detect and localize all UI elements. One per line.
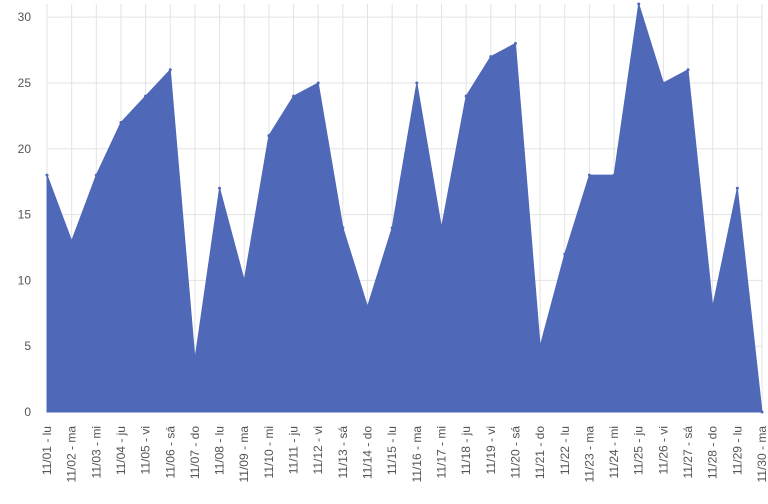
data-point bbox=[218, 186, 222, 190]
x-tick-label: 11/28 - do bbox=[706, 426, 720, 479]
data-point bbox=[316, 81, 320, 85]
x-tick-label: 11/03 - mi bbox=[89, 426, 103, 478]
data-point bbox=[563, 252, 567, 256]
data-point bbox=[760, 410, 764, 414]
x-tick-label: 11/13 - sá bbox=[336, 426, 350, 479]
x-tick-label: 11/02 - ma bbox=[65, 426, 79, 483]
x-tick-label: 11/23 - ma bbox=[582, 426, 596, 483]
data-point bbox=[637, 2, 641, 6]
x-tick-label: 11/05 - vi bbox=[139, 426, 153, 474]
data-point bbox=[513, 41, 517, 45]
data-point bbox=[587, 173, 591, 177]
x-tick-label: 11/15 - lu bbox=[385, 426, 399, 475]
data-point bbox=[735, 186, 739, 190]
x-tick-label: 11/25 - ju bbox=[632, 426, 646, 475]
x-tick-label: 11/06 - sá bbox=[163, 426, 177, 479]
x-tick-label: 11/27 - sá bbox=[681, 426, 695, 479]
area-series bbox=[46, 3, 763, 413]
x-tick-label: 11/14 - do bbox=[361, 426, 375, 479]
x-tick-label: 11/11 - ju bbox=[287, 426, 301, 474]
y-tick-label: 20 bbox=[18, 142, 32, 156]
data-point bbox=[119, 120, 123, 124]
y-tick-label: 15 bbox=[18, 208, 32, 222]
x-tick-label: 11/01 - lu bbox=[40, 426, 54, 475]
x-tick-label: 11/12 - vi bbox=[311, 426, 325, 474]
x-tick-label: 11/08 - lu bbox=[213, 426, 227, 475]
data-point bbox=[45, 173, 49, 177]
data-point bbox=[415, 81, 419, 85]
x-tick-label: 11/19 - vi bbox=[484, 426, 498, 474]
x-tick-label: 11/26 - vi bbox=[656, 426, 670, 474]
x-tick-label: 11/21 - do bbox=[533, 426, 547, 479]
data-point bbox=[341, 226, 345, 230]
data-point bbox=[267, 134, 271, 138]
x-tick-label: 11/17 - mi bbox=[434, 426, 448, 478]
area-layer bbox=[45, 2, 764, 414]
x-tick-label: 11/30 - ma bbox=[755, 426, 768, 483]
x-axis: 11/01 - lu 11/02 - ma 11/03 - mi 11/04 - ju… bbox=[40, 426, 768, 483]
x-tick-label: 11/07 - do bbox=[188, 426, 202, 479]
data-point bbox=[366, 305, 370, 309]
data-point bbox=[390, 226, 394, 230]
x-tick-label: 11/16 - ma bbox=[410, 426, 424, 483]
data-point bbox=[489, 55, 493, 59]
y-tick-label: 30 bbox=[18, 10, 32, 24]
data-point bbox=[661, 81, 665, 85]
x-tick-label: 11/20 - sá bbox=[508, 426, 522, 479]
y-axis: 0 5 10 15 20 25 30 bbox=[18, 10, 32, 419]
x-tick-label: 11/10 - mi bbox=[262, 426, 276, 478]
y-tick-label: 25 bbox=[18, 76, 32, 90]
data-point bbox=[439, 226, 443, 230]
data-point bbox=[144, 94, 148, 98]
data-point bbox=[168, 68, 172, 72]
y-tick-label: 10 bbox=[18, 273, 32, 287]
data-point bbox=[538, 344, 542, 348]
x-tick-label: 11/09 - ma bbox=[237, 426, 251, 483]
data-point bbox=[464, 94, 468, 98]
x-tick-label: 11/22 - lu bbox=[558, 426, 572, 475]
x-tick-label: 11/04 - ju bbox=[114, 426, 128, 475]
data-point bbox=[292, 94, 296, 98]
y-tick-label: 5 bbox=[24, 339, 31, 353]
data-point bbox=[70, 239, 74, 243]
data-point bbox=[686, 68, 690, 72]
x-tick-label: 11/24 - mi bbox=[607, 426, 621, 478]
x-tick-label: 11/29 - lu bbox=[730, 426, 744, 475]
y-tick-label: 0 bbox=[24, 405, 31, 419]
x-tick-label: 11/18 - ju bbox=[459, 426, 473, 475]
data-point bbox=[193, 357, 197, 361]
data-point bbox=[94, 173, 98, 177]
data-point bbox=[242, 278, 246, 282]
data-point bbox=[612, 173, 616, 177]
data-point bbox=[711, 305, 715, 309]
